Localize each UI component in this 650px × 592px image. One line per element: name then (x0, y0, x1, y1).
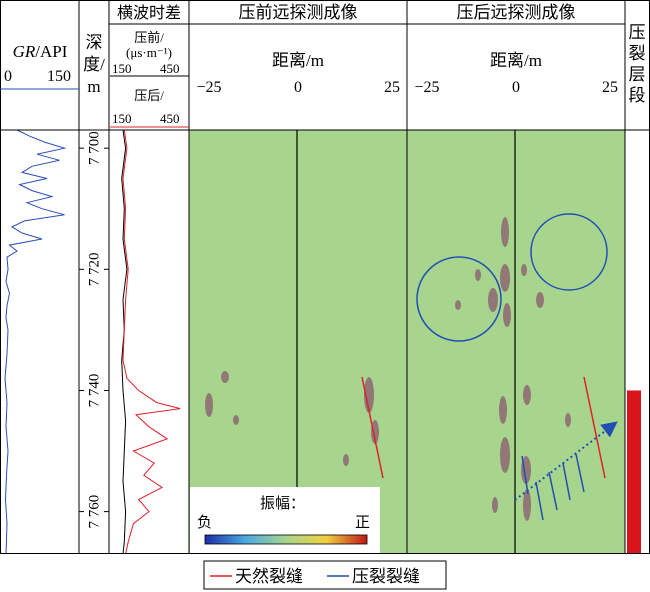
frac-zone-header-3: 层 (629, 65, 646, 84)
track-frame (0, 0, 650, 554)
pre-shear-curve (121, 129, 128, 555)
gr-curve (4, 129, 67, 555)
frac-zone-bar (627, 390, 641, 554)
pre-unit-label-2: (μs·m⁻¹) (126, 45, 172, 60)
natural-fracture-line (361, 376, 384, 479)
post-distance-label: 距离/m (490, 51, 542, 70)
legend-fracture-label: 压裂裂缝 (352, 567, 420, 586)
fracture-direction-arrow (514, 421, 618, 501)
frac-zone-header-2: 裂 (629, 44, 646, 63)
natural-fracture-line (583, 376, 606, 479)
post-unit-label: 压后/ (134, 88, 164, 103)
legend-natural-label: 天然裂缝 (235, 567, 303, 586)
pre-image-title: 压前远探测成像 (239, 3, 358, 22)
depth-tick-label: 7 700 (86, 131, 102, 165)
depth-header-2: 度/ (83, 55, 105, 74)
colorbar-pos-label: 正 (355, 515, 370, 531)
post-amplitude-anomalies (455, 217, 571, 521)
response-circle (530, 213, 608, 291)
depth-tick-label: 7 760 (86, 495, 102, 529)
post-max-label: 450 (160, 111, 180, 126)
depth-header-3: m (87, 77, 100, 96)
distance-tick-label: 25 (384, 79, 400, 96)
gr-header: GR/API (13, 42, 68, 61)
pre-unit-label-1: 压前/ (134, 30, 164, 45)
post-image-title: 压后远探测成像 (457, 3, 576, 22)
gr-max-label: 150 (47, 68, 71, 85)
post-image-background (407, 130, 625, 554)
distance-tick-label: −25 (196, 79, 221, 96)
distance-tick-label: 0 (512, 79, 520, 96)
pre-image-background (189, 130, 407, 554)
depth-ticks: 7 700 7 720 7 740 7 760 (79, 131, 109, 528)
shear-title: 横波时差 (117, 4, 181, 22)
frac-zone-header-4: 段 (629, 86, 646, 105)
colorbar-neg-label: 负 (197, 514, 212, 531)
pre-distance-label: 距离/m (272, 51, 324, 70)
fracture-lines (521, 453, 585, 521)
depth-tick-label: 7 740 (86, 374, 102, 408)
legend-box (203, 560, 447, 590)
post-shear-curve (122, 129, 181, 555)
distance-tick-label: 0 (294, 79, 302, 96)
gr-min-label: 0 (4, 68, 12, 85)
post-min-label: 150 (112, 111, 132, 126)
response-circle (416, 256, 502, 342)
pre-amplitude-anomalies (205, 371, 379, 466)
distance-tick-label: 25 (602, 79, 618, 96)
depth-header-1: 深 (86, 33, 103, 52)
distance-ticks: −25 0 25 −25 0 25 (196, 79, 618, 96)
pre-max-label: 450 (160, 61, 180, 76)
frac-zone-header-1: 压 (629, 23, 646, 42)
colorbar-title: 振幅： (260, 495, 305, 512)
pre-min-label: 150 (112, 61, 132, 76)
colorbar-gradient (204, 534, 368, 545)
depth-tick-label: 7 720 (86, 252, 102, 286)
distance-tick-label: −25 (414, 79, 439, 96)
